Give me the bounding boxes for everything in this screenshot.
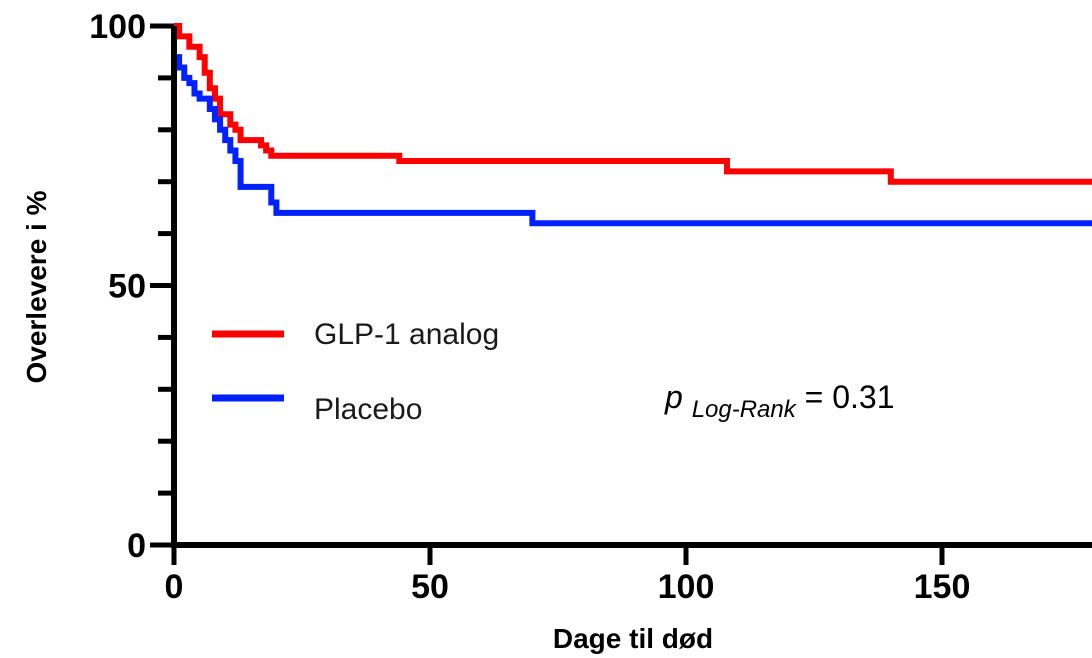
x-tick-label: 50 [411,568,449,606]
p-subscript: Log-Rank [692,396,798,423]
series-layer [174,23,1092,227]
legend-label-glp1: GLP-1 analog [314,318,499,351]
p-value-text: = 0.31 [805,379,895,415]
y-tick-label: 100 [89,8,146,46]
y-tick-label: 0 [127,527,146,565]
y-ticks: 0 50 100 [89,8,174,565]
x-tick-label: 150 [914,568,971,606]
legend-label-placebo: Placebo [314,393,422,426]
x-tick-label: 100 [658,568,715,606]
y-axis-title: Overlevere i % [21,190,52,383]
x-tick-label: 0 [165,568,184,606]
p-value-annotation: p Log-Rank = 0.31 [664,379,895,424]
x-axis-title: Dage til død [553,623,713,654]
p-symbol: p [664,379,683,415]
legend: GLP-1 analog Placebo [212,318,499,426]
series-line-placebo [174,54,1092,227]
x-ticks: 0 50 100 150 [165,545,971,606]
series-line-glp1-analog [174,23,1092,185]
y-tick-label: 50 [108,268,146,306]
